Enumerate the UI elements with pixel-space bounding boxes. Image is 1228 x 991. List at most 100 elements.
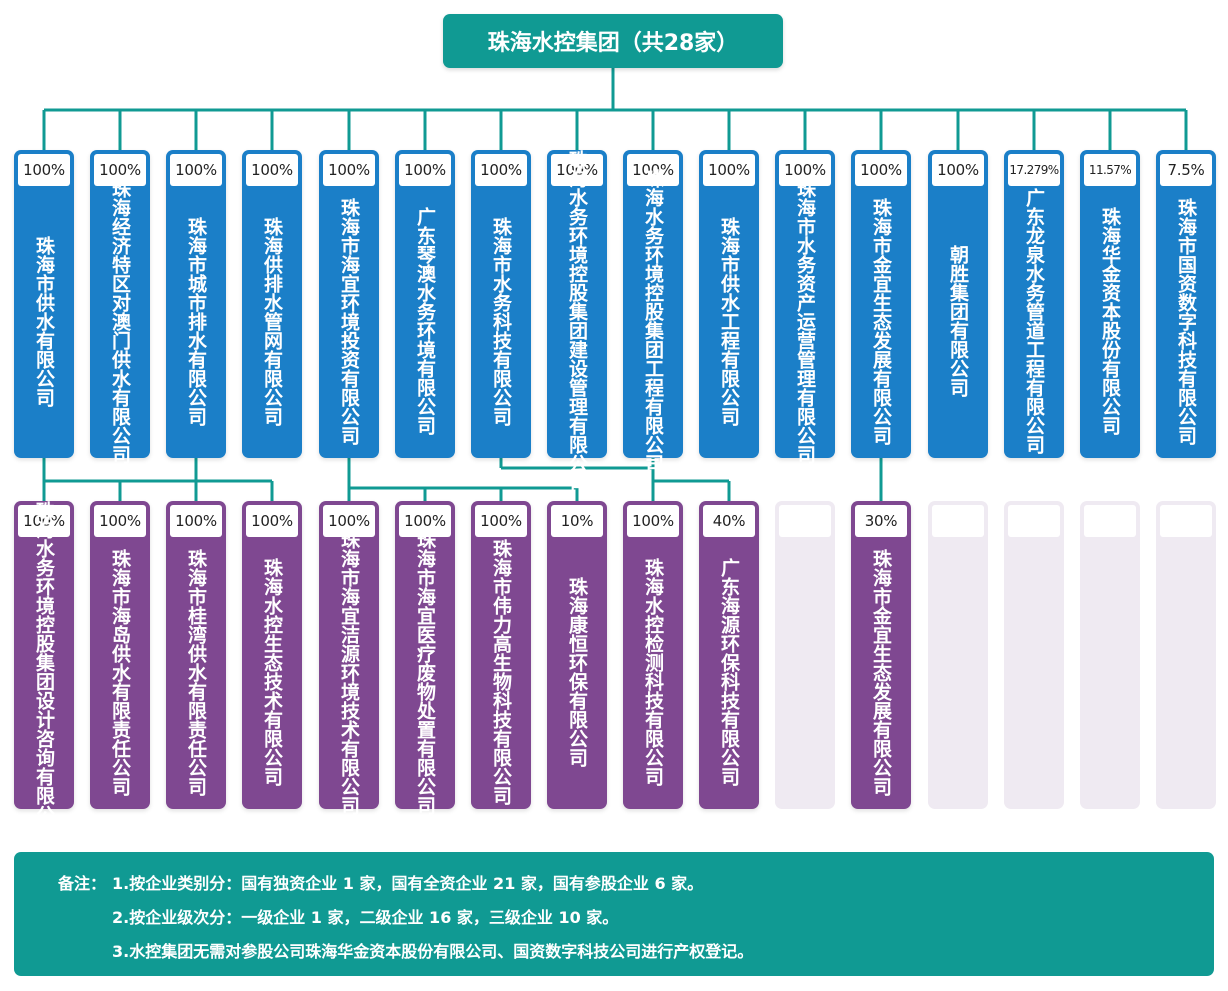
ownership-percent: 100% [703, 154, 755, 186]
ownership-percent: 100% [170, 505, 222, 537]
company-name: 珠海市金宜生态发展 有限公司 [855, 545, 907, 799]
ownership-percent: 100% [18, 505, 70, 537]
company-name-part: 珠海市供水工程 [718, 216, 740, 350]
ownership-percent: 100% [779, 154, 831, 186]
level2-card-14 [1004, 501, 1064, 809]
company-name-part: 珠海水务环境控股集团 [566, 150, 588, 340]
level2-card-10: 40% 广东海源环保科技 有限公司 [699, 501, 759, 809]
company-name: 珠海市水务资产 运营管理有限公司 [779, 179, 831, 464]
company-name: 广东海源环保科技 有限公司 [703, 545, 755, 799]
company-name: 珠海华金资本股份 有限公司 [1084, 194, 1136, 448]
level1-card-16: 7.5% 珠海市国资数字科技 有限公司 [1156, 150, 1216, 458]
company-name-part: 珠海市金宜生态发展 [870, 548, 892, 720]
company-name: 珠海市供水有限公司 [18, 194, 70, 448]
company-name-part: 有限公司 [718, 349, 740, 426]
level2-card-12: 30% 珠海市金宜生态发展 有限公司 [851, 501, 911, 809]
ownership-percent: 100% [94, 505, 146, 537]
notes-label: 备注： [58, 874, 107, 893]
ownership-percent: 100% [323, 505, 375, 537]
level1-card-1: 100% 珠海市供水有限公司 [14, 150, 74, 458]
company-name-part: 有限公司 [490, 729, 512, 805]
company-name: 广东龙泉水务管道 工程有限公司 [1008, 188, 1060, 454]
company-name-part: 有限公司 [185, 349, 207, 426]
ownership-percent: 100% [399, 154, 451, 186]
company-name-part: 珠海市海岛供水 [109, 548, 131, 682]
ownership-percent [1008, 505, 1060, 537]
ownership-percent: 100% [627, 154, 679, 186]
company-name-part: 有限公司 [414, 359, 436, 435]
level1-card-5: 100% 珠海市海宜环境投资 有限公司 [319, 150, 379, 458]
ownership-percent [779, 505, 831, 537]
ownership-percent: 40% [703, 505, 755, 537]
company-name-part: 运营管理有限公司 [794, 311, 816, 464]
ownership-percent: 100% [475, 154, 527, 186]
company-name-part: 珠海市伟力高生物科技 [490, 539, 512, 729]
level1-card-2: 100% 珠海经济特区 对澳门供水有限公司 [90, 150, 150, 464]
company-name: 珠海市水务科技有限公司 [475, 194, 527, 448]
note-line-3: 3.水控集团无需对参股公司珠海华金资本股份有限公司、国资数字科技公司进行产权登记… [112, 942, 754, 961]
company-name-part: 责任公司 [185, 719, 207, 796]
ownership-percent: 100% [399, 505, 451, 537]
company-name-part: 技术有限公司 [338, 700, 360, 815]
level2-card-15 [1080, 501, 1140, 809]
level2-card-6: 100% 珠海市海宜医疗废物 处置有限公司 [395, 501, 455, 815]
ownership-percent [1160, 505, 1212, 537]
ownership-percent: 100% [246, 154, 298, 186]
company-name-part: 珠海水务环境控股集团 [33, 501, 55, 691]
level2-card-2: 100% 珠海市海岛供水 有限责任公司 [90, 501, 150, 809]
level2-card-7: 100% 珠海市伟力高生物科技 有限公司 [471, 501, 531, 809]
company-name-part: 广东琴澳水务环境 [414, 207, 436, 359]
company-name: 珠海市国资数字科技 有限公司 [1160, 194, 1212, 448]
company-name-part: 工程有限公司 [642, 359, 664, 473]
ownership-percent: 100% [246, 505, 298, 537]
company-name-part: 有限公司 [261, 349, 283, 426]
company-name: 珠海水务环境控股集团 设计咨询有限公司 [18, 501, 70, 843]
level1-card-7: 100% 珠海市水务科技有限公司 [471, 150, 531, 458]
ownership-percent: 100% [551, 154, 603, 186]
company-name-part: 有限责任公司 [109, 681, 131, 796]
company-name-part: 珠海市供水有限公司 [33, 235, 55, 407]
level1-card-15: 11.57% 珠海华金资本股份 有限公司 [1080, 150, 1140, 458]
company-name: 珠海市供水工程 有限公司 [703, 194, 755, 448]
level1-card-4: 100% 珠海供排水管网 有限公司 [242, 150, 302, 458]
company-name-part: 对澳门供水有限公司 [109, 292, 131, 464]
company-name-part: 广东龙泉水务管道 [1023, 188, 1045, 340]
company-name: 广东琴澳水务环境 有限公司 [399, 194, 451, 448]
company-name-part: 有限公司 [1099, 359, 1121, 435]
company-name-part: 珠海水务环境控股集团 [642, 169, 664, 359]
level2-card-4: 100% 珠海水控生态技术 有限公司 [242, 501, 302, 809]
ownership-percent: 100% [932, 154, 984, 186]
ownership-percent: 100% [18, 154, 70, 186]
company-name-part: 珠海供排水管网 [261, 216, 283, 350]
ownership-percent: 17.279% [1008, 154, 1060, 186]
company-name-part: 广东海源环保科技 [718, 558, 740, 710]
company-name: 珠海水务环境控股集团 建设管理有限公司 [551, 150, 603, 492]
company-name: 珠海市海宜洁源环境 技术有限公司 [323, 530, 375, 815]
company-name: 珠海市城市排水 有限公司 [170, 194, 222, 448]
ownership-percent: 100% [475, 505, 527, 537]
ownership-percent: 100% [855, 154, 907, 186]
company-name-part: 珠海市城市排水 [185, 216, 207, 350]
ownership-percent: 100% [170, 154, 222, 186]
root-title: 珠海水控集团（共28家） [487, 31, 739, 56]
company-name-part: 珠海市金宜生态发展 [870, 197, 892, 369]
level2-card-13 [928, 501, 988, 809]
company-name-part: 处置有限公司 [414, 700, 436, 815]
company-name: 珠海水控检测科技 有限公司 [627, 545, 679, 799]
company-name-part: 珠海市水务资产 [794, 178, 816, 312]
level1-card-12: 100% 珠海市金宜生态发展 有限公司 [851, 150, 911, 458]
company-name-part: 有限公司 [642, 710, 664, 786]
level1-card-14: 17.279% 广东龙泉水务管道 工程有限公司 [1004, 150, 1064, 458]
level2-card-1: 100% 珠海水务环境控股集团 设计咨询有限公司 [14, 501, 74, 843]
ownership-percent: 10% [551, 505, 603, 537]
company-name: 珠海市伟力高生物科技 有限公司 [475, 539, 527, 805]
ownership-percent: 100% [323, 154, 375, 186]
ownership-percent: 11.57% [1084, 154, 1136, 186]
level2-card-8: 10% 珠海康恒环保有限公司 [547, 501, 607, 809]
company-name-part: 珠海水控检测科技 [642, 558, 664, 710]
company-name-part: 珠海市海宜环境投资 [338, 197, 360, 369]
company-name: 珠海康恒环保有限公司 [551, 545, 603, 799]
company-name: 珠海水控生态技术 有限公司 [246, 545, 298, 799]
